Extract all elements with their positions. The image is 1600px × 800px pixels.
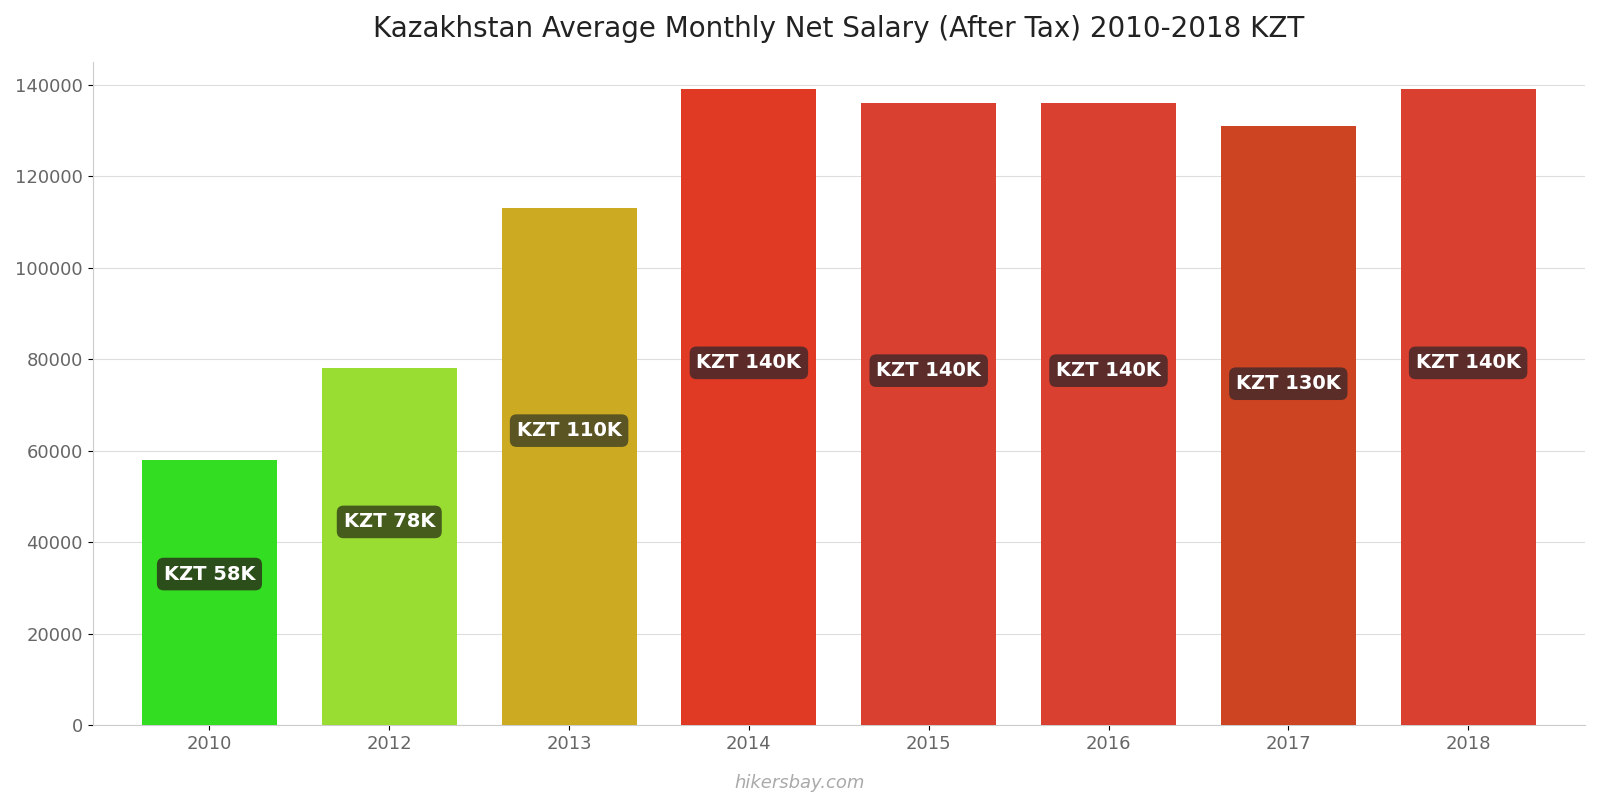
Text: hikersbay.com: hikersbay.com (734, 774, 866, 792)
Text: KZT 58K: KZT 58K (163, 565, 256, 583)
Text: KZT 110K: KZT 110K (517, 421, 621, 440)
Bar (142, 460, 277, 726)
Bar (1221, 126, 1355, 726)
Title: Kazakhstan Average Monthly Net Salary (After Tax) 2010-2018 KZT: Kazakhstan Average Monthly Net Salary (A… (373, 15, 1304, 43)
Bar (861, 103, 997, 726)
Text: KZT 140K: KZT 140K (1416, 354, 1520, 372)
Bar (1042, 103, 1176, 726)
Text: KZT 140K: KZT 140K (696, 354, 802, 372)
Text: KZT 78K: KZT 78K (344, 513, 435, 531)
Text: KZT 130K: KZT 130K (1235, 374, 1341, 394)
Text: KZT 140K: KZT 140K (877, 361, 981, 380)
Text: KZT 140K: KZT 140K (1056, 361, 1162, 380)
Bar (502, 208, 637, 726)
Bar (322, 369, 456, 726)
Bar (682, 90, 816, 726)
Bar (1400, 90, 1536, 726)
